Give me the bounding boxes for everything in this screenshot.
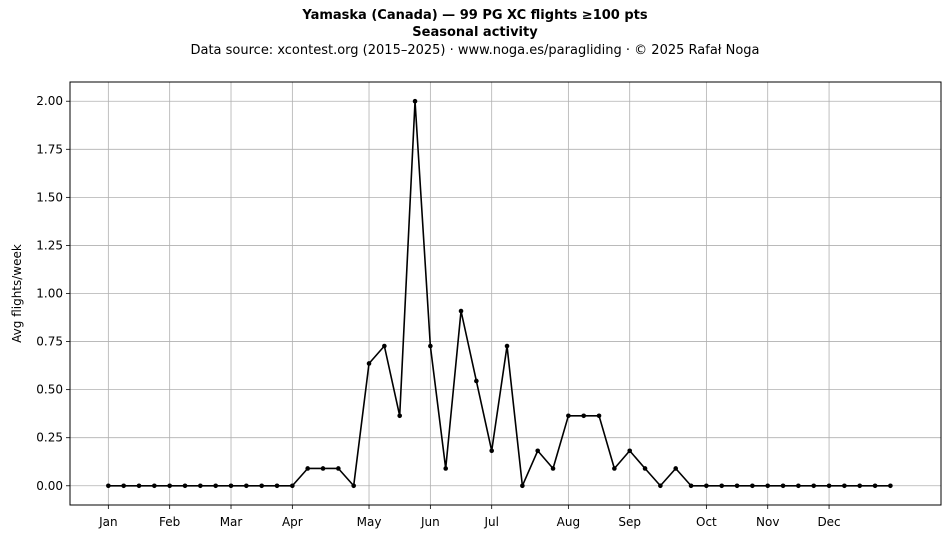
x-tick-label: Jan [98, 515, 118, 529]
data-point [765, 483, 771, 489]
grid-lines [70, 82, 941, 505]
y-axis-label: Avg flights/week [10, 244, 24, 343]
y-tick-label: 1.25 [36, 238, 63, 252]
data-point [704, 483, 709, 489]
data-point [121, 483, 126, 489]
y-tick-label: 0.00 [36, 479, 63, 493]
data-point [259, 483, 264, 489]
data-point [504, 343, 510, 349]
data-point [320, 466, 326, 471]
data-point [351, 483, 356, 489]
data-point [290, 483, 295, 489]
data-point [872, 483, 878, 489]
data-point [596, 413, 602, 419]
y-tick-label: 2.00 [36, 94, 63, 108]
data-point [366, 361, 372, 366]
x-tick-label: Apr [282, 515, 303, 529]
data-point [182, 483, 188, 489]
data-point [627, 448, 633, 454]
data-point [397, 413, 402, 419]
x-tick-label: Jul [483, 515, 498, 529]
y-axis-ticks: 0.00 0.25 0.50 0.75 1.00 1.25 1.50 1.75 2.00 [36, 94, 70, 493]
data-point [106, 483, 111, 489]
y-tick-label: 0.75 [36, 335, 63, 349]
data-point [274, 483, 280, 489]
data-point [719, 483, 725, 489]
data-point [581, 413, 587, 419]
x-tick-label: Sep [618, 515, 641, 529]
data-point [811, 483, 817, 489]
data-point [780, 483, 786, 489]
x-tick-label: May [357, 515, 382, 529]
data-point [750, 483, 755, 489]
data-point [198, 483, 203, 489]
data-point [550, 466, 556, 471]
data-point [228, 483, 234, 489]
data-point [428, 343, 433, 349]
data-point [888, 483, 893, 489]
y-tick-label: 1.00 [36, 287, 63, 301]
y-tick-label: 0.25 [36, 431, 63, 445]
data-point [826, 483, 832, 489]
data-point [642, 466, 648, 471]
y-tick-label: 1.50 [36, 190, 63, 204]
data-point [673, 466, 679, 471]
data-point [857, 483, 863, 489]
data-point [535, 448, 541, 454]
data-point [612, 466, 617, 471]
data-point [213, 483, 218, 489]
y-tick-label: 1.75 [36, 142, 63, 156]
data-point [734, 483, 740, 489]
data-point [167, 483, 172, 489]
series-polyline [108, 100, 891, 487]
data-point [412, 98, 418, 104]
series-line [106, 98, 893, 489]
data-point [136, 483, 142, 489]
y-tick-label: 0.50 [36, 383, 63, 397]
data-point [842, 483, 847, 489]
x-tick-label: Nov [756, 515, 779, 529]
data-point [443, 466, 448, 471]
data-point [382, 343, 387, 349]
data-point [658, 483, 663, 489]
plot-frame [69, 81, 942, 506]
data-point [474, 378, 479, 384]
data-point [336, 466, 341, 471]
x-tick-label: Mar [220, 515, 243, 529]
chart-subtitle: Seasonal activity [412, 25, 538, 40]
data-point [688, 483, 694, 489]
x-tick-label: Aug [557, 515, 580, 529]
x-tick-label: Feb [159, 515, 180, 529]
data-point [458, 308, 464, 314]
data-point [152, 483, 157, 489]
data-point [489, 448, 494, 454]
x-tick-label: Dec [817, 515, 840, 529]
x-axis-ticks: Jan Feb Mar Apr May Jun Jul Aug Sep Oct Nov Dec [98, 505, 841, 529]
data-point [244, 483, 249, 489]
data-point [796, 483, 801, 489]
x-tick-label: Jun [420, 515, 440, 529]
chart-title: Yamaska (Canada) — 99 PG XC flights ≥100… [302, 8, 648, 23]
data-point [566, 413, 571, 419]
chart-source: Data source: xcontest.org (2015–2025) · … [190, 43, 760, 58]
data-point [305, 466, 310, 471]
x-tick-label: Oct [696, 515, 717, 529]
data-point [520, 483, 525, 489]
